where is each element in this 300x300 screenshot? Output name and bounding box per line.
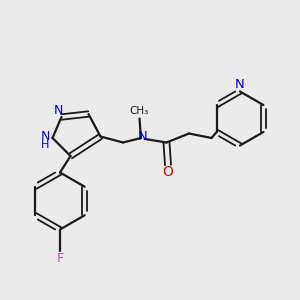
- Text: F: F: [56, 251, 64, 265]
- Text: O: O: [163, 166, 173, 179]
- Text: CH₃: CH₃: [130, 106, 149, 116]
- Text: N: N: [138, 130, 147, 143]
- Text: N: N: [54, 104, 63, 118]
- Text: N: N: [40, 130, 50, 143]
- Text: H: H: [41, 140, 49, 151]
- Text: N: N: [235, 77, 245, 91]
